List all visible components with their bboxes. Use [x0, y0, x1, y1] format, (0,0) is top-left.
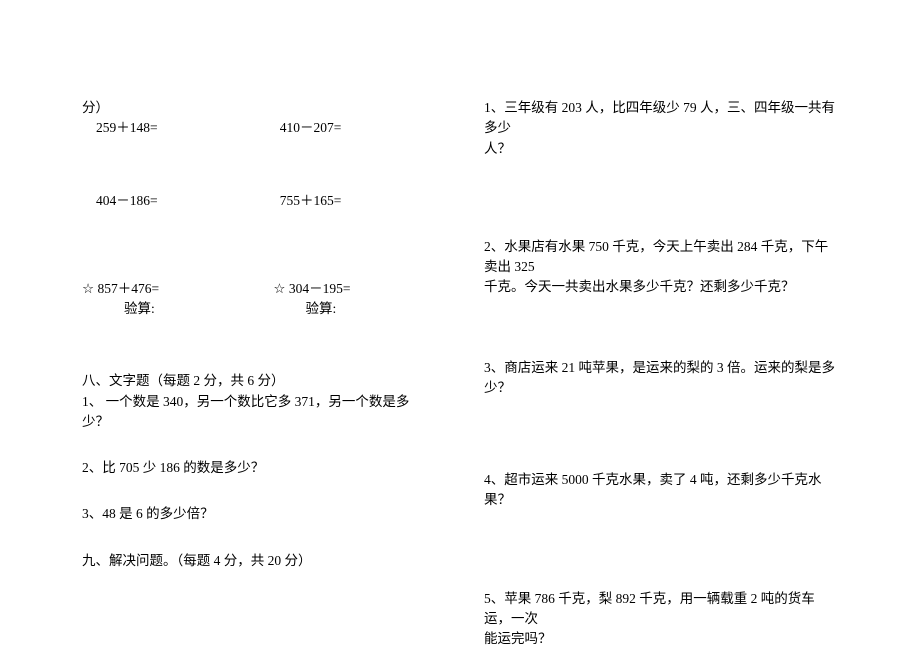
- calc-3a: ☆ 857＋476=: [82, 279, 273, 299]
- q8-3: 3、48 是 6 的多少倍？: [82, 504, 436, 524]
- right-column: 1、三年级有 203 人，比四年级少 79 人，三、四年级一共有多少 人？ 2、…: [484, 98, 838, 651]
- section-9-title: 九、解决问题。（每题 4 分，共 20 分）: [82, 551, 436, 571]
- check-b: 验算:: [278, 299, 436, 319]
- q9-5-line1: 5、苹果 786 千克，梨 892 千克，用一辆载重 2 吨的货车运，一次: [484, 589, 838, 630]
- section-8-title: 八、文字题（每题 2 分，共 6 分）: [82, 371, 436, 391]
- calc-row-1: 259＋148= 410－207=: [82, 118, 436, 138]
- calc-row-2: 404－186= 755＋165=: [82, 191, 436, 211]
- calc-3b: ☆ 304－195=: [273, 279, 436, 299]
- q9-4: 4、超市运来 5000 千克水果，卖了 4 吨，还剩多少千克水果？: [484, 470, 838, 511]
- check-a: 验算:: [82, 299, 278, 319]
- calc-2a: 404－186=: [96, 191, 280, 211]
- calc-1a: 259＋148=: [96, 118, 280, 138]
- left-column: 分） 259＋148= 410－207= 404－186= 755＋165= ☆…: [82, 98, 436, 651]
- q9-1-line1: 1、三年级有 203 人，比四年级少 79 人，三、四年级一共有多少: [484, 98, 838, 139]
- calc-row-3: ☆ 857＋476= ☆ 304－195=: [82, 279, 436, 299]
- q9-5-line2: 能运完吗？: [484, 629, 838, 649]
- q8-2: 2、比 705 少 186 的数是多少？: [82, 458, 436, 478]
- calc-2b: 755＋165=: [280, 191, 436, 211]
- calc-1b: 410－207=: [280, 118, 436, 138]
- q8-1: 1、 一个数是 340，另一个数比它多 371，另一个数是多少？: [82, 392, 436, 433]
- q9-2-line2: 千克。今天一共卖出水果多少千克？还剩多少千克？: [484, 277, 838, 297]
- q9-3: 3、商店运来 21 吨苹果，是运来的梨的 3 倍。运来的梨是多少？: [484, 358, 838, 399]
- q9-1-line2: 人？: [484, 139, 838, 159]
- check-row: 验算: 验算:: [82, 299, 436, 319]
- header-fragment: 分）: [82, 98, 436, 118]
- q9-2-line1: 2、水果店有水果 750 千克，今天上午卖出 284 千克，下午卖出 325: [484, 237, 838, 278]
